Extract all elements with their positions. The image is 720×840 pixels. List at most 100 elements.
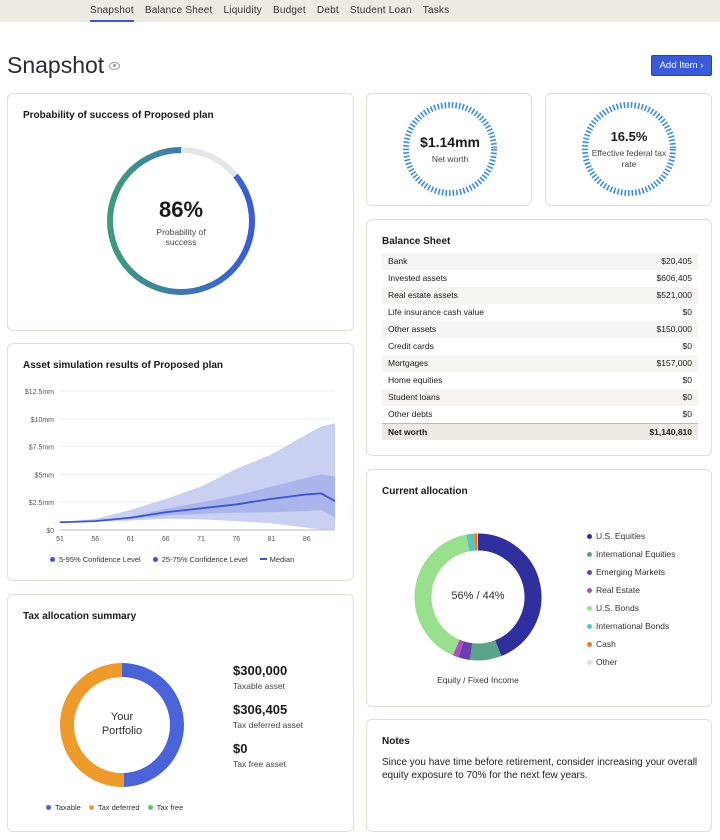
legend-label: Emerging Markets bbox=[596, 567, 665, 577]
legend-dot-tax-deferred bbox=[88, 804, 94, 810]
legend-dot-25-75 bbox=[152, 556, 158, 562]
allocation-legend-item: Emerging Markets bbox=[587, 563, 675, 581]
balance-row-label: Home equities bbox=[388, 375, 443, 385]
x-tick-label: 76 bbox=[232, 536, 240, 543]
allocation-title: Current allocation bbox=[382, 486, 468, 497]
allocation-legend-item: U.S. Equities bbox=[587, 527, 675, 545]
balance-row-value: $157,000 bbox=[656, 358, 692, 368]
legend-5-95: 5-95% Confidence Level bbox=[59, 554, 141, 564]
dashed-ring bbox=[582, 102, 676, 196]
tab-tasks[interactable]: Tasks bbox=[422, 5, 450, 16]
x-tick-label: 61 bbox=[127, 536, 135, 543]
add-item-label: Add Item bbox=[659, 60, 698, 71]
x-tick-label: 51 bbox=[56, 536, 64, 543]
slice-taxable bbox=[121, 663, 184, 787]
tab-student-loan[interactable]: Student Loan bbox=[349, 5, 412, 16]
legend-tax-free: Tax free bbox=[156, 802, 184, 812]
notes-card: Notes Since you have time before retirem… bbox=[366, 719, 712, 832]
balance-row-value: $0 bbox=[682, 375, 692, 385]
y-tick-label: $0 bbox=[46, 528, 54, 535]
y-tick-label: $5mm bbox=[35, 472, 55, 479]
legend-25-75: 25-75% Confidence Level bbox=[161, 554, 248, 564]
slice-international-equities bbox=[470, 640, 502, 661]
legend-dot bbox=[587, 641, 592, 647]
allocation-center: 56% / 44% bbox=[451, 590, 505, 602]
balance-row-label: Invested assets bbox=[388, 273, 448, 283]
add-item-button[interactable]: Add Item › bbox=[651, 55, 712, 76]
legend-label: Other bbox=[596, 657, 618, 667]
simulation-title: Asset simulation results of Proposed pla… bbox=[23, 360, 224, 371]
balance-row: Other debts $0 bbox=[382, 406, 698, 423]
legend-dot-tax-free bbox=[147, 804, 153, 810]
allocation-card: Current allocation 56% / 44% Equity / Fi… bbox=[366, 469, 712, 707]
simulation-chart: $0 $2.5mm $5mm $7.5mm $10mm $12.5mm 51 56 61 66 71… bbox=[25, 389, 336, 543]
legend-label: Cash bbox=[596, 639, 616, 649]
balance-total-row: Net worth $1,140,810 bbox=[382, 423, 698, 440]
balance-row-value: $521,000 bbox=[656, 290, 692, 300]
legend-label: Real Estate bbox=[596, 585, 640, 595]
balance-row-label: Real estate assets bbox=[388, 290, 458, 300]
tax-deferred-label: Tax deferred asset bbox=[233, 720, 303, 730]
tax-free-value: $0 bbox=[233, 741, 248, 756]
slice-tax-deferred bbox=[60, 663, 125, 787]
legend-label: U.S. Bonds bbox=[596, 603, 639, 613]
tax-rate-ring bbox=[582, 102, 676, 196]
ring-progress bbox=[107, 147, 255, 295]
balance-row: Home equities $0 bbox=[382, 372, 698, 389]
tab-balance-sheet[interactable]: Balance Sheet bbox=[144, 5, 213, 16]
dashed-ring bbox=[403, 102, 497, 196]
y-tick-label: $12.5mm bbox=[25, 389, 54, 396]
probability-card: Probability of success of Proposed plan … bbox=[7, 93, 354, 331]
allocation-caption: Equity / Fixed Income bbox=[437, 675, 519, 685]
net-worth-ring bbox=[403, 102, 497, 196]
eye-icon[interactable] bbox=[109, 61, 121, 70]
legend-dot bbox=[587, 551, 592, 557]
tax-rate-card: 16.5% Effective federal tax rate bbox=[545, 93, 712, 206]
balance-row: Real estate assets $521,000 bbox=[382, 287, 698, 304]
tab-debt[interactable]: Debt bbox=[316, 5, 339, 16]
balance-row-value: $0 bbox=[682, 307, 692, 317]
legend-dot bbox=[587, 659, 592, 665]
balance-row-value: $0 bbox=[682, 341, 692, 351]
balance-row-value: $0 bbox=[682, 409, 692, 419]
legend-label: International Bonds bbox=[596, 621, 670, 631]
allocation-legend-item: Other bbox=[587, 653, 675, 671]
balance-sheet-table: Bank $20,405 Invested assets $606,405 Real e… bbox=[382, 253, 698, 440]
balance-row: Mortgages $157,000 bbox=[382, 355, 698, 372]
page-title-text: Snapshot bbox=[7, 52, 105, 78]
tax-deferred-value: $306,405 bbox=[233, 702, 288, 717]
allocation-legend: U.S. Equities International Equities Emerg… bbox=[587, 527, 675, 671]
probability-title: Probability of success of Proposed plan bbox=[23, 110, 214, 121]
balance-row-value: $606,405 bbox=[656, 273, 692, 283]
balance-row-label: Other assets bbox=[388, 324, 437, 334]
slice-u-s-equities bbox=[477, 533, 542, 657]
tax-donut bbox=[60, 663, 184, 787]
balance-row: Life insurance cash value $0 bbox=[382, 304, 698, 321]
top-nav: Snapshot Balance Sheet Liquidity Budget … bbox=[0, 0, 720, 22]
x-tick-label: 56 bbox=[91, 536, 99, 543]
tab-liquidity[interactable]: Liquidity bbox=[223, 5, 263, 16]
page-title: Snapshot bbox=[7, 52, 121, 79]
balance-row: Bank $20,405 bbox=[382, 253, 698, 270]
balance-row: Student loans $0 bbox=[382, 389, 698, 406]
balance-row-label: Student loans bbox=[388, 392, 440, 402]
probability-value: 86% bbox=[158, 197, 204, 222]
tax-free-label: Tax free asset bbox=[233, 759, 286, 769]
tab-snapshot[interactable]: Snapshot bbox=[90, 0, 134, 22]
balance-row-value: $0 bbox=[682, 392, 692, 402]
tax-summary-card: Tax allocation summary Your Portfolio $3… bbox=[7, 594, 354, 832]
legend-median: Median bbox=[269, 554, 295, 564]
y-tick-label: $7.5mm bbox=[29, 445, 54, 452]
slice-international-bonds bbox=[466, 533, 476, 552]
tab-budget[interactable]: Budget bbox=[273, 5, 306, 16]
allocation-legend-item: Cash bbox=[587, 635, 675, 653]
y-tick-label: $10mm bbox=[31, 417, 55, 424]
x-tick-label: 71 bbox=[197, 536, 205, 543]
probability-ring bbox=[107, 147, 255, 295]
balance-total-value: $1,140,810 bbox=[649, 427, 692, 437]
balance-row-value: $150,000 bbox=[656, 324, 692, 334]
x-tick-label: 81 bbox=[268, 536, 276, 543]
balance-row: Other assets $150,000 bbox=[382, 321, 698, 338]
tax-summary-title: Tax allocation summary bbox=[23, 611, 137, 622]
balance-row: Credit cards $0 bbox=[382, 338, 698, 355]
